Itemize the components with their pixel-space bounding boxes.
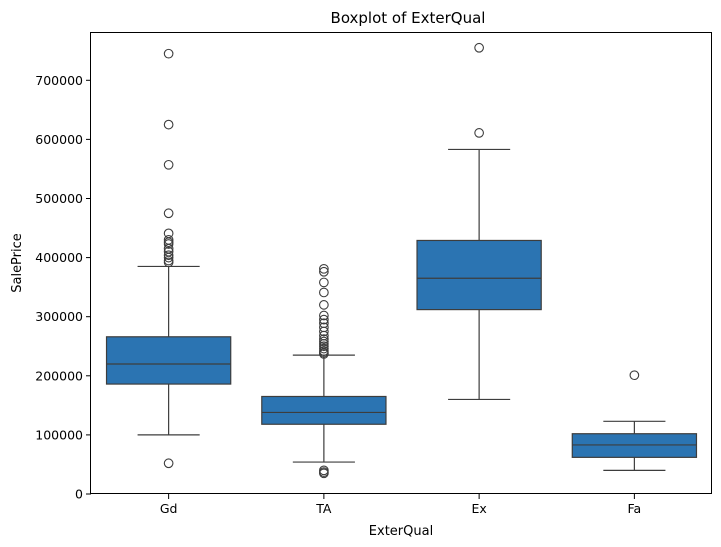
outlier-point [319,266,329,277]
outlier-point [474,42,484,53]
x-tick-label: Gd [160,501,178,516]
outlier-point [319,277,329,288]
chart-title: Boxplot of ExterQual [331,9,486,27]
outlier-point [163,119,174,130]
x-tick-label: Ex [471,501,486,516]
outlier-point [163,250,174,261]
y-tick-label: 500000 [35,191,83,206]
y-axis-label: SalePrice [10,233,25,293]
y-tick-label: 300000 [35,309,83,324]
box-TA [261,395,387,425]
y-tick-label: 200000 [35,368,83,383]
y-tick-label: 700000 [35,73,83,88]
outlier-point [319,341,329,352]
x-tick-label: TA [315,501,332,516]
outlier-point [319,263,329,274]
y-tick-label: 100000 [35,427,83,442]
box-Ex [416,239,542,311]
y-tick-label: 600000 [35,132,83,147]
outlier-point [163,239,174,249]
outlier-point [319,287,329,298]
y-tick-label: 400000 [35,250,83,265]
outlier-point [163,458,174,469]
outlier-point [319,326,329,337]
outlier-point [163,252,174,263]
outlier-point [474,128,484,138]
outlier-point [319,336,329,347]
outlier-point [319,334,329,345]
outlier-point [629,370,640,381]
outlier-point [319,310,329,321]
plot-frame [90,32,712,494]
outlier-point [319,468,329,479]
outlier-point [319,300,329,310]
outlier-point [163,257,174,268]
outlier-point [319,314,329,325]
x-axis-label: ExterQual [369,524,433,539]
outlier-point [163,208,174,219]
box-Gd [105,336,232,385]
outlier-point [319,343,329,354]
x-tick-label: Fa [628,501,642,516]
outlier-point [163,48,174,59]
outlier-point [319,349,329,359]
y-tick-label: 0 [75,487,83,502]
outlier-point [163,159,174,170]
